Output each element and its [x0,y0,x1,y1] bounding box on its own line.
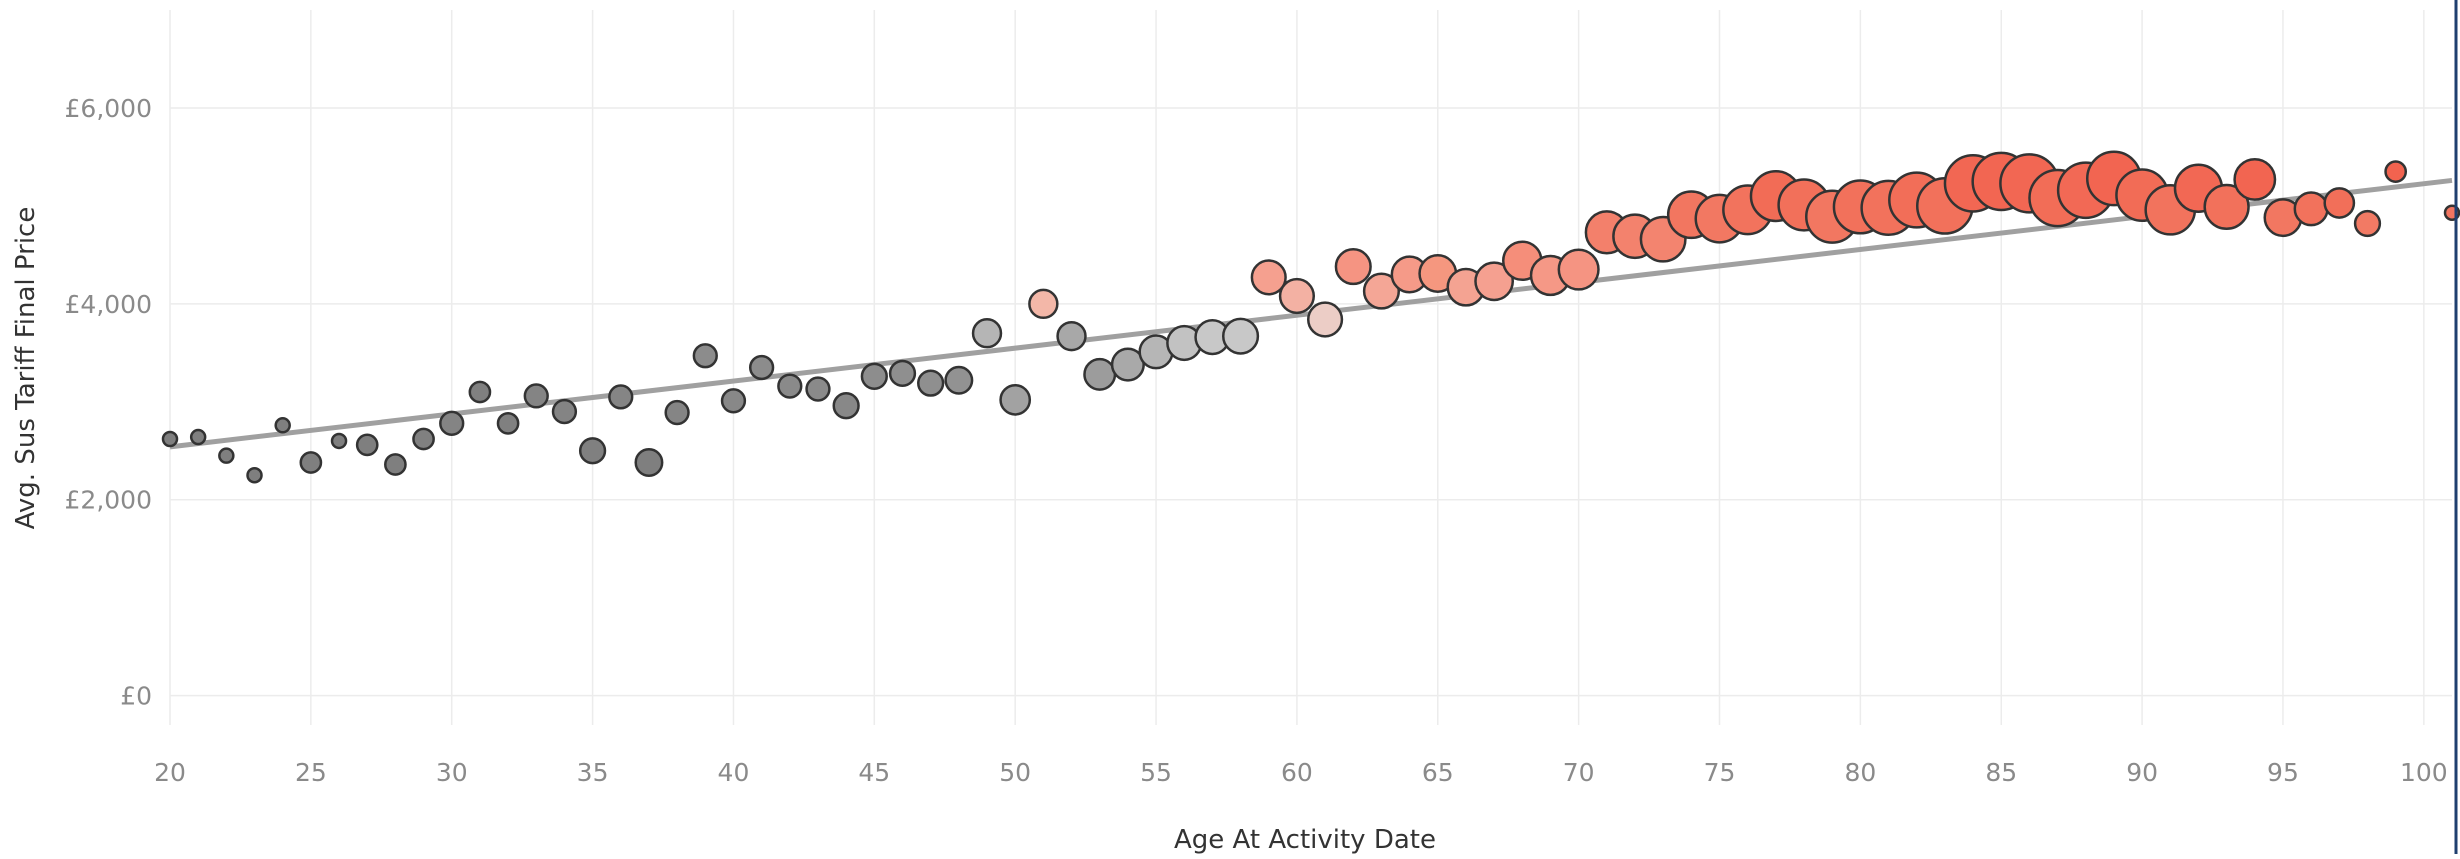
data-point[interactable] [330,432,348,450]
data-point[interactable] [944,365,974,395]
data-point[interactable] [999,383,1032,416]
data-point[interactable] [1278,277,1316,315]
data-point[interactable] [439,410,465,436]
x-tick-label: 45 [858,758,890,787]
data-point[interactable] [692,343,718,369]
data-point[interactable] [161,430,179,448]
x-tick-label: 75 [1704,758,1736,787]
data-point[interactable] [2203,183,2250,231]
data-point[interactable] [2353,209,2382,238]
data-point[interactable] [246,466,263,484]
data-point[interactable] [1306,301,1344,338]
data-point[interactable] [888,359,917,388]
data-point[interactable] [355,433,379,457]
data-point[interactable] [578,437,607,465]
x-tick-label: 50 [999,758,1031,787]
data-point[interactable] [917,369,945,397]
data-point[interactable] [1334,248,1372,286]
x-tick-label: 85 [1985,758,2017,787]
data-point[interactable] [1362,272,1401,310]
y-tick-label: £2,000 [65,486,152,515]
data-point-layer [161,150,2460,484]
x-tick-label: 90 [2126,758,2158,787]
data-point[interactable] [218,447,235,464]
x-axis-title: Age At Activity Date [1174,825,1436,854]
data-point[interactable] [1557,248,1600,291]
grid-layer [169,10,2452,725]
data-point[interactable] [2384,160,2408,183]
y-tick-label: £0 [120,682,152,711]
x-tick-label: 35 [577,758,609,787]
data-point[interactable] [1028,288,1059,320]
data-point[interactable] [805,376,831,402]
x-tick-label: 80 [1844,758,1876,787]
data-point[interactable] [608,384,634,410]
data-point[interactable] [832,392,860,420]
data-point[interactable] [2323,187,2356,219]
data-point[interactable] [2233,157,2277,201]
x-tick-label: 30 [436,758,468,787]
x-tick-label: 65 [1422,758,1454,787]
x-tick-label: 70 [1563,758,1595,787]
x-tick-label: 25 [295,758,327,787]
data-point[interactable] [971,318,1003,349]
data-point[interactable] [523,383,549,409]
data-point[interactable] [1221,317,1260,355]
data-point[interactable] [720,388,747,414]
x-tick-label: 60 [1281,758,1313,787]
data-point[interactable] [860,362,888,390]
data-point[interactable] [1056,320,1087,352]
data-point[interactable] [189,428,207,446]
y-axis-title: Avg. Sus Tariff Final Price [11,207,41,530]
data-point[interactable] [1474,261,1515,302]
x-tick-label: 100 [2400,758,2448,787]
x-tick-label: 20 [154,758,186,787]
data-point[interactable] [777,373,803,399]
data-point[interactable] [384,453,407,476]
data-point[interactable] [748,354,775,381]
x-tick-label: 40 [718,758,750,787]
x-tick-label: 95 [2267,758,2299,787]
y-tick-label: £4,000 [65,290,152,319]
x-tick-label: 55 [1140,758,1172,787]
data-point[interactable] [1110,347,1145,382]
data-point[interactable] [1083,357,1117,391]
data-point[interactable] [468,380,492,404]
tick-label-layer: 20 25 30 35 40 45 50 55 60 65 70 75 80 85 90 95 100 £0 £2,… [65,94,2448,787]
data-point[interactable] [496,411,520,435]
y-tick-label: £6,000 [65,94,152,123]
data-point[interactable] [2293,191,2329,227]
data-point[interactable] [274,417,291,434]
data-point[interactable] [1250,259,1287,296]
data-point[interactable] [299,451,323,474]
data-point[interactable] [412,427,435,451]
data-point[interactable] [664,399,690,426]
data-point[interactable] [551,398,578,425]
data-point[interactable] [634,448,664,477]
